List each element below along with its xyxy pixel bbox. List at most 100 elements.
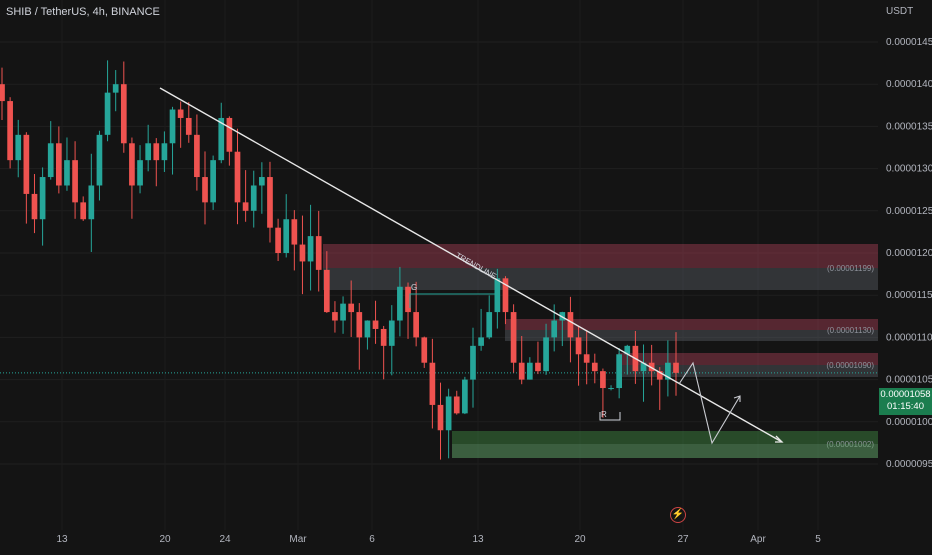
candle-body	[575, 337, 582, 355]
time-tick-label: 20	[574, 534, 586, 545]
candle-body	[104, 92, 111, 135]
chart-title: SHIB / TetherUS, 4h, BINANCE	[6, 6, 160, 18]
candle-body	[64, 160, 70, 186]
candle-body	[145, 143, 152, 161]
candle-body	[640, 362, 647, 372]
candle-body	[242, 202, 249, 211]
candle-body	[453, 396, 460, 414]
candle-body	[437, 404, 444, 431]
candle-body	[259, 177, 265, 186]
candle-body	[486, 312, 493, 338]
zone-upper	[323, 244, 878, 268]
candle-body	[234, 151, 241, 203]
candle-body	[23, 134, 30, 194]
candle-body	[112, 84, 119, 93]
lightning-icon[interactable]: ⚡	[670, 507, 686, 523]
candle-body	[372, 320, 379, 329]
price-axis-unit: USDT	[886, 6, 914, 17]
zone-lower	[505, 330, 878, 341]
candle-body	[323, 269, 330, 313]
candle-body	[421, 337, 428, 363]
g-marker	[409, 293, 500, 308]
zone-upper	[505, 319, 878, 330]
candle-body	[340, 303, 346, 321]
candle-body	[88, 185, 95, 220]
candle-body	[291, 219, 298, 245]
candle-body	[543, 337, 549, 372]
candle-body	[510, 312, 517, 363]
zone-upper	[452, 431, 878, 444]
grid	[0, 41, 878, 465]
time-axis[interactable]: 13 20 24 Mar 6 13 20 27 Apr 5	[56, 534, 821, 545]
candle-body	[7, 101, 13, 161]
candle-body	[502, 278, 509, 313]
candle-body	[153, 143, 160, 161]
candle-body	[673, 362, 679, 373]
projection-path	[678, 361, 741, 445]
time-tick-label: 6	[369, 534, 375, 545]
current-price-tag: 0.00001058 01:15:40	[879, 388, 932, 415]
candle-body	[250, 185, 257, 211]
time-tick-label: 24	[219, 534, 231, 545]
candle-body	[356, 312, 363, 338]
zone-label: (0.00001002)	[826, 440, 874, 449]
time-tick-label: 5	[815, 534, 821, 545]
candle-body	[120, 84, 127, 144]
candle-body	[624, 345, 631, 355]
candle-body	[494, 278, 501, 313]
candle-body	[567, 312, 574, 338]
candle-body	[665, 362, 671, 380]
candle-body	[551, 320, 558, 338]
candle-body	[526, 362, 533, 380]
candle-body	[307, 236, 314, 262]
candle-body	[267, 177, 273, 228]
candle-body	[470, 345, 476, 380]
candle-body	[332, 312, 338, 321]
candle-body	[413, 312, 419, 338]
candle-body	[429, 362, 436, 405]
candle-body	[185, 117, 192, 135]
zone-lower	[323, 268, 878, 290]
candle-body	[583, 354, 590, 363]
time-tick-label: 13	[56, 534, 68, 545]
candle-body	[380, 328, 387, 346]
candle-body	[177, 109, 184, 118]
candle-body	[397, 286, 403, 321]
current-price-value: 0.00001058	[880, 389, 931, 400]
zone-upper	[618, 353, 878, 365]
candle-body	[194, 134, 200, 178]
candle-body	[348, 303, 355, 313]
candle-body	[129, 143, 135, 186]
candle-body	[15, 134, 22, 161]
demand-zone	[452, 444, 878, 458]
candle-body	[202, 177, 208, 203]
candle-body	[275, 227, 281, 253]
zones: (0.00001199) (0.00001130) (0.00001090) (0.0…	[0, 244, 878, 458]
trendline	[159, 87, 783, 443]
time-tick-label: 13	[472, 534, 484, 545]
candle-body	[535, 362, 541, 372]
zone-lower	[452, 444, 878, 458]
time-tick-label: 27	[677, 534, 689, 545]
price-tick-label: 0.00000950	[886, 459, 932, 470]
zone-label: (0.00001130)	[827, 326, 874, 335]
candle-body	[478, 337, 484, 346]
zone-label: (0.00001090)	[826, 361, 874, 370]
candle-body	[47, 143, 54, 178]
candle-body	[283, 219, 290, 253]
trendline-arrowhead	[775, 435, 784, 443]
candle-body	[462, 379, 468, 414]
candle-body	[518, 362, 525, 380]
candle-body	[315, 236, 322, 270]
g-label: G	[411, 283, 417, 292]
projection-arrowhead	[733, 395, 741, 402]
candle-body	[405, 286, 411, 313]
